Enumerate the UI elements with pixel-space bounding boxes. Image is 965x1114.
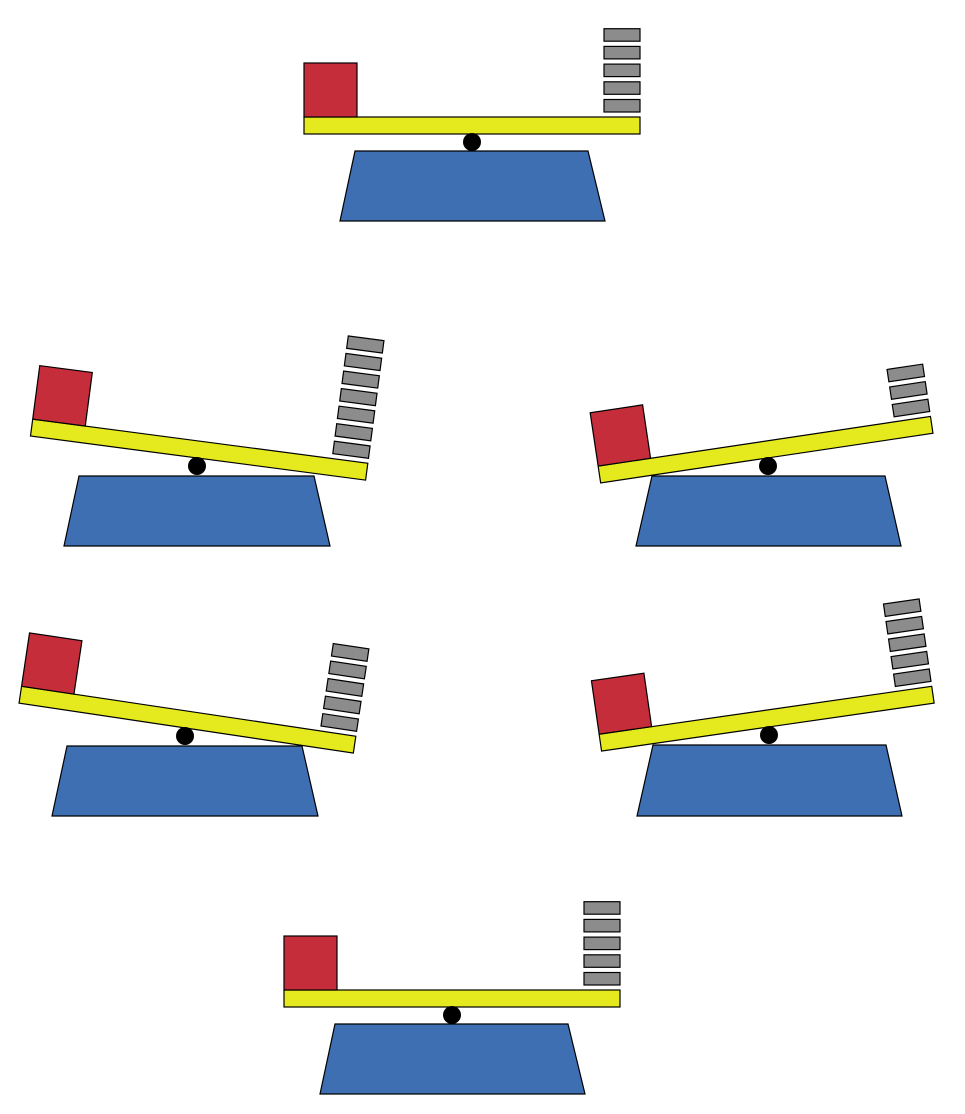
balance-base [319,1023,586,1095]
beam-assembly [303,28,641,135]
stacked-weight [334,423,374,442]
stacked-weight [583,971,621,986]
beam-assembly [18,632,370,754]
stacked-weight [583,954,621,968]
stacked-weight [892,668,932,688]
stacked-weight [322,695,362,715]
stacked-weight [603,45,641,60]
stacked-weight [583,936,621,951]
pivot-ball [463,133,481,151]
beam-assembly [29,335,385,481]
pivot-ball [443,1006,461,1024]
pivot-ball [760,726,778,744]
pivot-ball [759,457,777,475]
balance-base [339,150,606,222]
weight-box [589,404,652,467]
stacked-weight [583,918,621,933]
stacked-weight [603,28,641,42]
balance-2 [29,335,385,547]
balance-beam [283,989,621,1008]
weight-box [20,632,83,695]
balance-base [63,475,331,547]
weight-box [303,62,358,118]
stacked-weight [888,380,928,400]
stacked-weight [328,660,367,680]
balance-5 [590,598,935,817]
stacked-weight [345,335,385,354]
stacked-weight [330,642,370,662]
stacked-weight [341,370,381,389]
stacked-weight [339,387,378,407]
balance-base [635,475,902,547]
weight-box [32,364,93,427]
stacked-weight [343,352,383,372]
balance-base [51,745,319,817]
beam-assembly [590,598,935,752]
stacked-weight [332,440,371,459]
stacked-weight [603,81,641,95]
weight-box [283,935,338,991]
stacked-weight [882,598,922,618]
stacked-weight [885,615,925,635]
balance-beam [303,116,641,135]
stacked-weight [325,677,365,697]
weight-box [590,672,653,735]
stacked-weight [583,901,621,915]
stacked-weight [887,633,927,653]
beam-assembly [589,363,934,484]
stacked-weight [603,63,641,78]
pivot-ball [176,727,194,745]
stacked-weight [320,712,360,732]
stacked-weight [603,98,641,113]
balance-6 [283,901,621,1095]
stacked-weight [891,398,931,418]
balance-1 [303,28,641,222]
balance-4 [18,632,370,817]
pivot-ball [188,457,206,475]
stacked-weight [336,405,376,424]
beam-assembly [283,901,621,1008]
stacked-weight [890,650,930,670]
balance-base [636,744,903,817]
stacked-weight [886,363,926,383]
balance-3 [589,363,934,547]
